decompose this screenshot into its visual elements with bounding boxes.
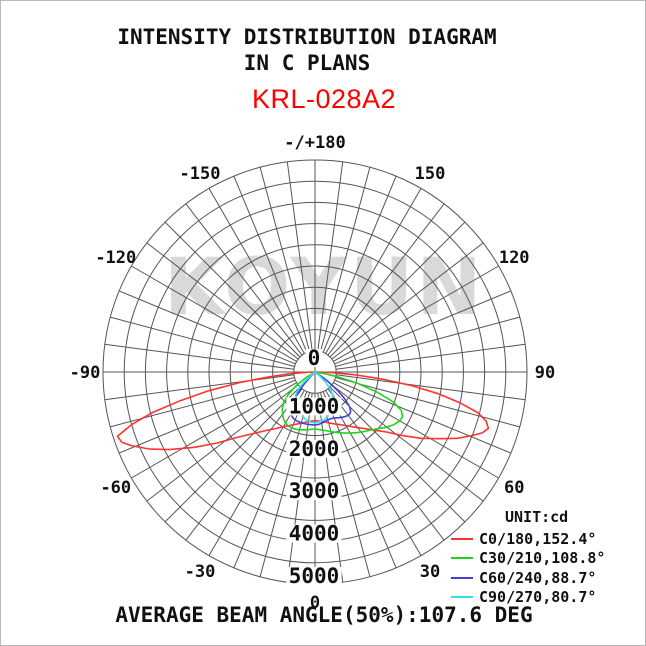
legend-color-line [451,537,473,540]
radial-tick-label: 2000 [289,437,340,461]
legend-series-label: C30/210,108.8° [479,549,606,568]
radial-tick-label: 3000 [289,479,340,503]
angle-tick-label: -150 [180,164,221,184]
grid-spoke [259,167,310,352]
average-beam-angle-note: AVERAGE BEAM ANGLE(50%):107.6 DEG [115,603,533,627]
grid-spoke [335,316,520,367]
grid-spoke [208,390,305,556]
grid-spoke [185,203,303,356]
grid-spoke [146,242,299,360]
legend-row: C60/240,88.7° [451,568,605,588]
grid-spoke [131,265,297,362]
legend-row: C90/270,80.7° [451,588,605,608]
grid-spoke [118,379,296,454]
legend-color-line [451,596,473,599]
grid-spoke [329,221,466,358]
grid-spoke [335,374,526,401]
legend: UNIT:cd C0/180,152.4° C30/210,108.8° C60/2… [451,508,605,607]
grid-spoke [331,242,484,360]
grid-spoke [333,265,499,362]
page-subtitle: IN C PLANS [243,51,371,75]
angle-tick-label: -60 [100,478,131,498]
grid-spoke [118,290,296,365]
grid-spoke [327,203,445,356]
grid-spoke [331,384,484,502]
grid-spoke [104,343,295,370]
grid-spoke [327,388,445,541]
legend-series-label: C90/270,80.7° [479,588,597,607]
unit-label: UNIT:cd [505,508,569,526]
grid-spoke [333,382,499,479]
radial-label-bg [305,349,323,367]
grid-spoke [286,161,313,352]
grid-spoke [322,175,397,353]
radial-label-bg [286,439,342,458]
angle-tick-label: -30 [185,562,216,582]
grid-spoke [334,379,512,454]
angle-tick-label: 0 [310,593,320,613]
grid-spoke [320,167,371,352]
grid-spoke [317,161,344,352]
angle-tick-label: 150 [415,164,446,184]
grid-spoke [131,382,297,479]
grid-spoke [208,188,305,354]
angle-tick-label: -120 [95,248,136,268]
page-title: INTENSITY DISTRIBUTION DIAGRAM [117,25,497,49]
grid-spoke [329,386,466,523]
legend-color-line [451,557,473,560]
grid-spoke [233,175,308,353]
radial-label-bg [286,524,342,543]
grid-spoke [335,377,520,428]
grid-spoke [325,188,422,354]
curve-c0-180 [116,371,490,451]
legend-series-label: C0/180,152.4° [479,529,597,548]
angle-tick-label: -90 [70,363,101,383]
curve-c90-270 [294,371,335,424]
radial-label-bg [286,482,342,501]
grid-spoke [334,290,512,365]
grid-spoke [110,316,295,367]
grid-spoke [164,386,301,523]
radial-tick-label: 1000 [289,394,340,418]
angle-tick-label: 60 [504,478,524,498]
angle-tick-label: 90 [535,363,555,383]
radial-tick-label: 4000 [289,522,340,546]
legend-rows: C0/180,152.4° C30/210,108.8° C60/240,88.7°… [451,529,605,607]
legend-row: C30/210,108.8° [451,549,605,569]
radial-tick-label: 0 [308,346,321,370]
legend-row: C0/180,152.4° [451,529,605,549]
grid-spoke [233,391,308,569]
angle-tick-label: -/+180 [284,133,345,153]
grid-spoke [146,384,299,502]
grid-spoke [335,343,526,370]
radial-label-bg [286,567,342,585]
model-number: KRL-028A2 [251,84,397,114]
grid-spoke [104,374,295,401]
legend-color-line [451,576,473,579]
angle-tick-label: 120 [499,248,530,268]
grid-spoke [322,391,397,569]
angle-tick-label: 30 [420,562,440,582]
curve-c30-210 [281,371,404,434]
radial-label-bg [286,397,342,416]
radial-tick-label: 5000 [289,564,340,588]
legend-series-label: C60/240,88.7° [479,568,597,587]
grid-spoke [164,221,301,358]
